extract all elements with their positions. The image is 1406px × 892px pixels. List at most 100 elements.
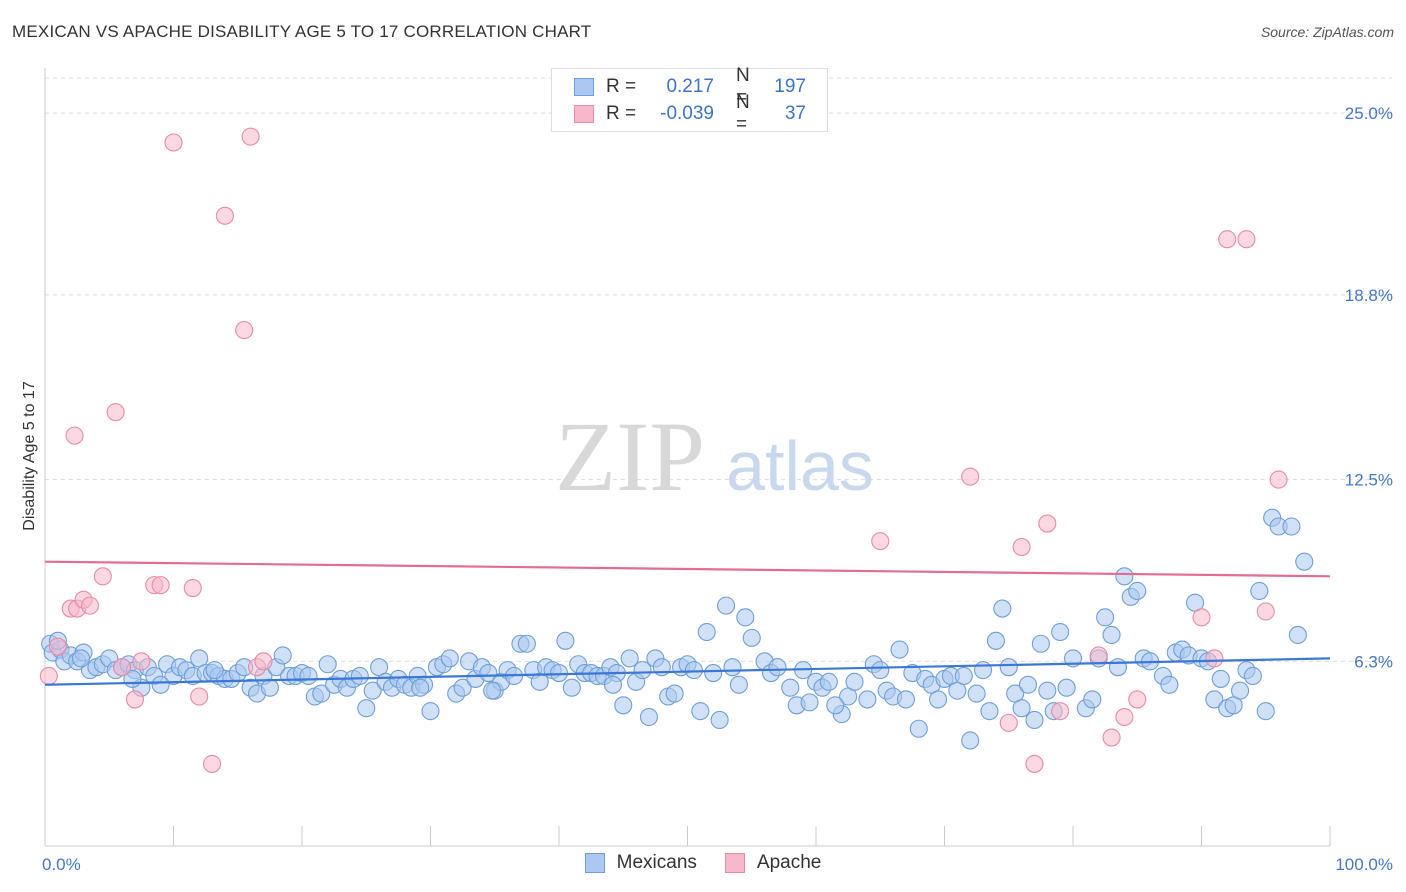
mexicans-point: [614, 696, 633, 715]
y-tick-label: 6.3%: [1354, 652, 1393, 671]
legend-row-mexicans: R = 0.217 N = 197: [574, 65, 806, 108]
mexicans-point: [1012, 699, 1031, 718]
x-tick-label: 100.0%: [1335, 855, 1393, 874]
mexicans-point: [845, 672, 864, 691]
mexicans-point: [603, 675, 623, 694]
mexicans-point: [710, 710, 729, 730]
mexicans-point: [684, 661, 703, 680]
axes: [44, 68, 1331, 847]
mexicans-point: [954, 666, 973, 686]
tick-labels: 6.3% 12.5% 18.8% 25.0% 0.0% 100.0%: [42, 104, 1393, 874]
mexicans-point: [1096, 608, 1115, 627]
mexicans-point: [299, 666, 318, 686]
mexicans-point: [1205, 690, 1224, 709]
mexicans-point: [896, 690, 916, 709]
r-label: R =: [606, 76, 637, 97]
r-value: -0.039: [660, 103, 714, 124]
mexicans-point: [781, 678, 800, 697]
mexicans-point: [71, 649, 91, 668]
mexicans-point: [1038, 681, 1057, 700]
apache-point: [1025, 754, 1044, 773]
mexicans-point: [350, 666, 369, 686]
r-value: 0.217: [666, 76, 714, 97]
apache-point: [961, 467, 980, 486]
apache-point: [65, 426, 84, 445]
apache-point: [80, 596, 100, 615]
apache-point: [254, 652, 273, 671]
mexicans-point: [1288, 625, 1307, 644]
mexicans-point: [1160, 675, 1179, 694]
watermark: ZIP: [555, 401, 705, 512]
apache-point: [215, 206, 234, 225]
apache-point: [1102, 728, 1121, 747]
legend-item-apache: Apache: [724, 852, 821, 874]
mexicans-swatch: [574, 78, 594, 96]
mexicans-point: [1057, 678, 1076, 697]
apache-trend-line: [44, 560, 1331, 578]
mexicans-point: [800, 693, 819, 712]
mexicans-point: [260, 678, 279, 697]
mexicans-point: [151, 675, 170, 694]
mexicans-point: [929, 690, 948, 709]
apache-point: [241, 127, 260, 146]
apache-point: [151, 576, 170, 595]
mexicans-point: [691, 702, 710, 721]
mexicans-point: [909, 719, 928, 738]
y-tick-label: 18.8%: [1345, 286, 1393, 305]
mexicans-point: [318, 655, 337, 674]
apache-point: [1128, 690, 1147, 709]
mexicans-point: [273, 646, 292, 665]
y-tick-label: 12.5%: [1345, 471, 1393, 490]
mexicans-legend-label: Mexicans: [616, 852, 697, 873]
mexicans-point: [1250, 581, 1269, 601]
n-value: 37: [784, 103, 806, 124]
mexicans-point: [967, 684, 986, 703]
y-tick-label: 25.0%: [1345, 104, 1393, 123]
r-label: R =: [606, 103, 637, 124]
mexicans-point: [999, 658, 1018, 677]
mexicans-point: [1025, 710, 1044, 730]
data-points: [39, 127, 1314, 773]
mexicans-point: [826, 696, 845, 715]
mexicans-point: [421, 702, 440, 721]
mexicans-point: [357, 699, 376, 718]
apache-point: [999, 713, 1018, 732]
watermark-atlas: atlas: [726, 427, 874, 505]
apache-point: [235, 321, 254, 340]
mexicans-point: [633, 661, 652, 680]
apache-point: [1218, 230, 1237, 249]
mexicans-trend-line: [44, 657, 1331, 686]
x-tick-label: 0.0%: [42, 855, 81, 874]
mexicans-point: [453, 678, 472, 697]
mexicans-point: [729, 675, 748, 694]
mexicans-point: [665, 684, 684, 703]
n-value: 197: [774, 76, 806, 97]
apache-point: [125, 690, 144, 709]
mexicans-point: [1018, 675, 1038, 694]
apache-point: [1089, 646, 1108, 665]
mexicans-legend-swatch: [584, 853, 605, 873]
mexicans-point: [986, 631, 1005, 650]
apache-point: [1269, 470, 1288, 489]
mexicans-point: [1083, 690, 1102, 709]
mexicans-point: [1211, 669, 1230, 688]
chart-title: MEXICAN VS APACHE DISABILITY AGE 5 TO 17…: [12, 22, 592, 41]
mexicans-point: [517, 634, 536, 653]
mexicans-point: [479, 664, 498, 683]
mexicans-point: [723, 658, 742, 677]
apache-point: [93, 567, 112, 586]
mexicans-point: [858, 690, 877, 709]
apache-point: [1051, 702, 1070, 721]
apache-point: [132, 652, 151, 671]
mexicans-point: [993, 599, 1012, 618]
apache-point: [39, 666, 58, 686]
mexicans-point: [1128, 581, 1147, 601]
mexicans-point: [697, 622, 716, 642]
y-axis-label: Disability Age 5 to 17: [21, 381, 38, 531]
mexicans-point: [411, 678, 430, 697]
apache-point: [1237, 230, 1256, 249]
mexicans-point: [440, 649, 459, 668]
mexicans-point: [639, 707, 659, 727]
mexicans-point: [973, 661, 993, 680]
apache-point: [871, 532, 890, 551]
